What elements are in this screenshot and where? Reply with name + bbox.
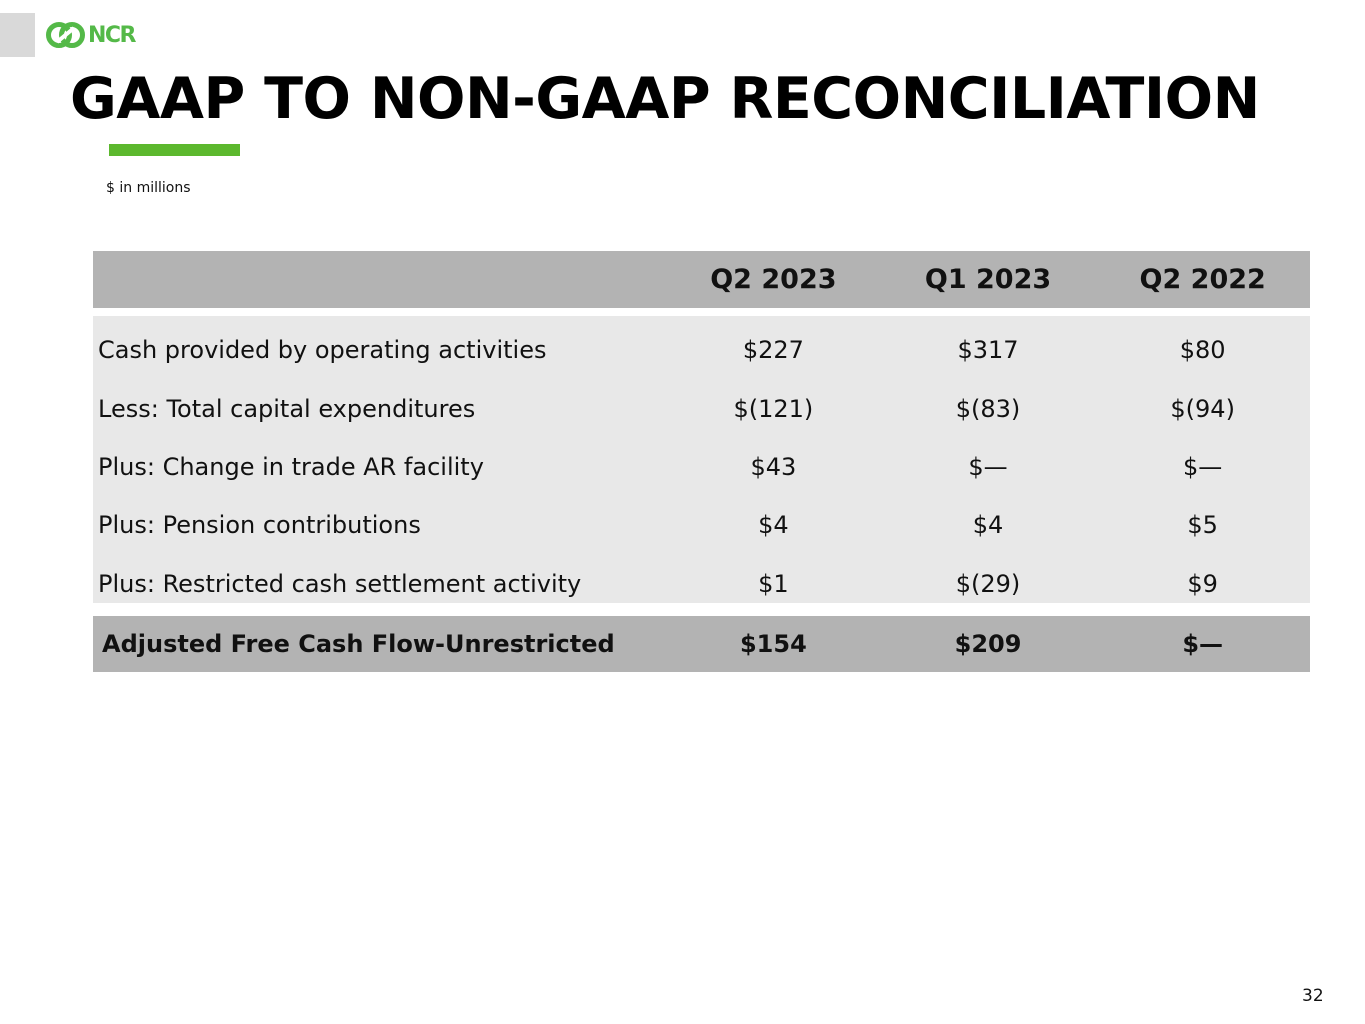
- row-label: Plus: Restricted cash settlement activit…: [98, 569, 582, 598]
- column-header-q2-2023: Q2 2023: [710, 264, 837, 295]
- total-value: $154: [739, 630, 807, 658]
- row-label: Plus: Change in trade AR facility: [98, 452, 484, 481]
- title-accent-bar: [109, 144, 240, 156]
- cell-value: $5: [1187, 511, 1218, 540]
- total-label: Adjusted Free Cash Flow-Unrestricted: [102, 630, 615, 658]
- table-row: Plus: Change in trade AR facility $43 $—…: [93, 438, 1310, 496]
- table-body: Cash provided by operating activities $2…: [93, 316, 1310, 603]
- cell-value: $227: [742, 336, 804, 365]
- row-label: Cash provided by operating activities: [98, 336, 547, 365]
- ncr-logo: NCR: [46, 17, 137, 53]
- reconciliation-table: Q2 2023 Q1 2023 Q2 2022 Cash provided by…: [93, 251, 1310, 672]
- total-value: $209: [954, 630, 1022, 658]
- page-title: GAAP TO NON-GAAP RECONCILIATION: [70, 66, 1260, 132]
- cell-value: $(83): [955, 394, 1021, 423]
- cell-value: $(121): [733, 394, 814, 423]
- table-header-row: Q2 2023 Q1 2023 Q2 2022: [93, 251, 1310, 308]
- total-value: $—: [1182, 630, 1224, 658]
- logo-text: NCR: [88, 22, 137, 48]
- cell-value: $—: [1183, 452, 1223, 481]
- cell-value: $(29): [955, 569, 1021, 598]
- table-row: Plus: Pension contributions $4 $4 $5: [93, 496, 1310, 554]
- table-row: Plus: Restricted cash settlement activit…: [93, 555, 1310, 613]
- cell-value: $(94): [1170, 394, 1235, 423]
- row-label: Plus: Pension contributions: [98, 511, 421, 540]
- table-total-row: Adjusted Free Cash Flow-Unrestricted $15…: [93, 616, 1310, 672]
- cell-value: $4: [972, 511, 1004, 540]
- units-note: $ in millions: [106, 180, 191, 196]
- cell-value: $43: [750, 452, 797, 481]
- corner-tab: [0, 13, 35, 57]
- column-header-q2-2022: Q2 2022: [1139, 264, 1266, 295]
- table-row: Less: Total capital expenditures $(121) …: [93, 379, 1310, 437]
- page-number: 32: [1302, 986, 1324, 1006]
- cell-value: $4: [758, 511, 789, 540]
- cell-value: $1: [758, 569, 789, 598]
- table-row: Cash provided by operating activities $2…: [93, 321, 1310, 379]
- cell-value: $80: [1179, 336, 1226, 365]
- row-label: Less: Total capital expenditures: [98, 394, 476, 423]
- cell-value: $317: [957, 336, 1019, 365]
- cell-value: $—: [968, 452, 1008, 481]
- cell-value: $9: [1187, 569, 1218, 598]
- column-header-q1-2023: Q1 2023: [924, 264, 1052, 295]
- ncr-logo-icon: [46, 22, 85, 48]
